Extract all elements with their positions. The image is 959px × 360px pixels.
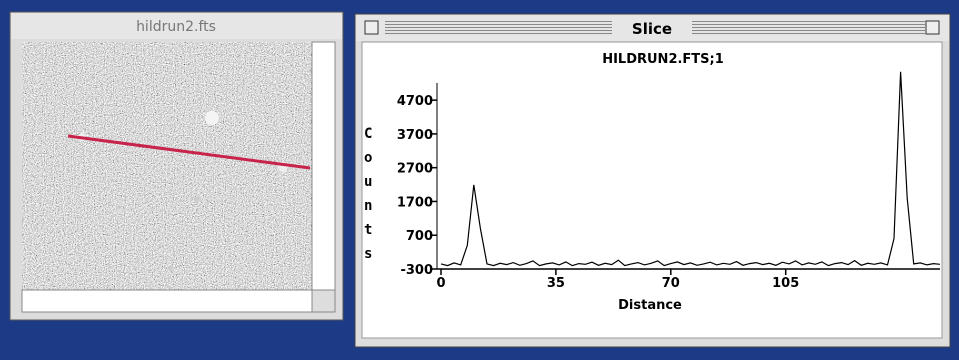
window-title: Slice [632,20,672,38]
image-window: hildrun2.fts [10,12,343,320]
screen: hildrun2.fts Slice HILDRUN2.FTS;1 Distan… [0,0,959,360]
y-tick-label: 1700 [397,195,433,210]
zoom-box[interactable] [926,21,939,34]
window-title: hildrun2.fts [136,19,216,35]
x-axis-label: Distance [618,298,682,313]
x-tick-label: 70 [662,276,680,291]
x-tick-label: 105 [772,276,799,291]
y-tick-label: -300 [400,263,433,278]
x-tick-label: 35 [547,276,565,291]
y-tick-label: 700 [406,229,433,244]
y-axis-label: Counts [364,122,372,266]
scrollbar[interactable] [312,42,335,290]
desktop: hildrun2.fts Slice HILDRUN2.FTS;1 Distan… [0,0,959,360]
chart-title: HILDRUN2.FTS;1 [602,52,724,67]
close-box[interactable] [365,21,378,34]
y-tick-label: 4700 [397,94,433,109]
x-tick-label: 0 [436,276,445,291]
y-tick-label: 2700 [397,162,433,177]
y-tick-label: 3700 [397,128,433,143]
